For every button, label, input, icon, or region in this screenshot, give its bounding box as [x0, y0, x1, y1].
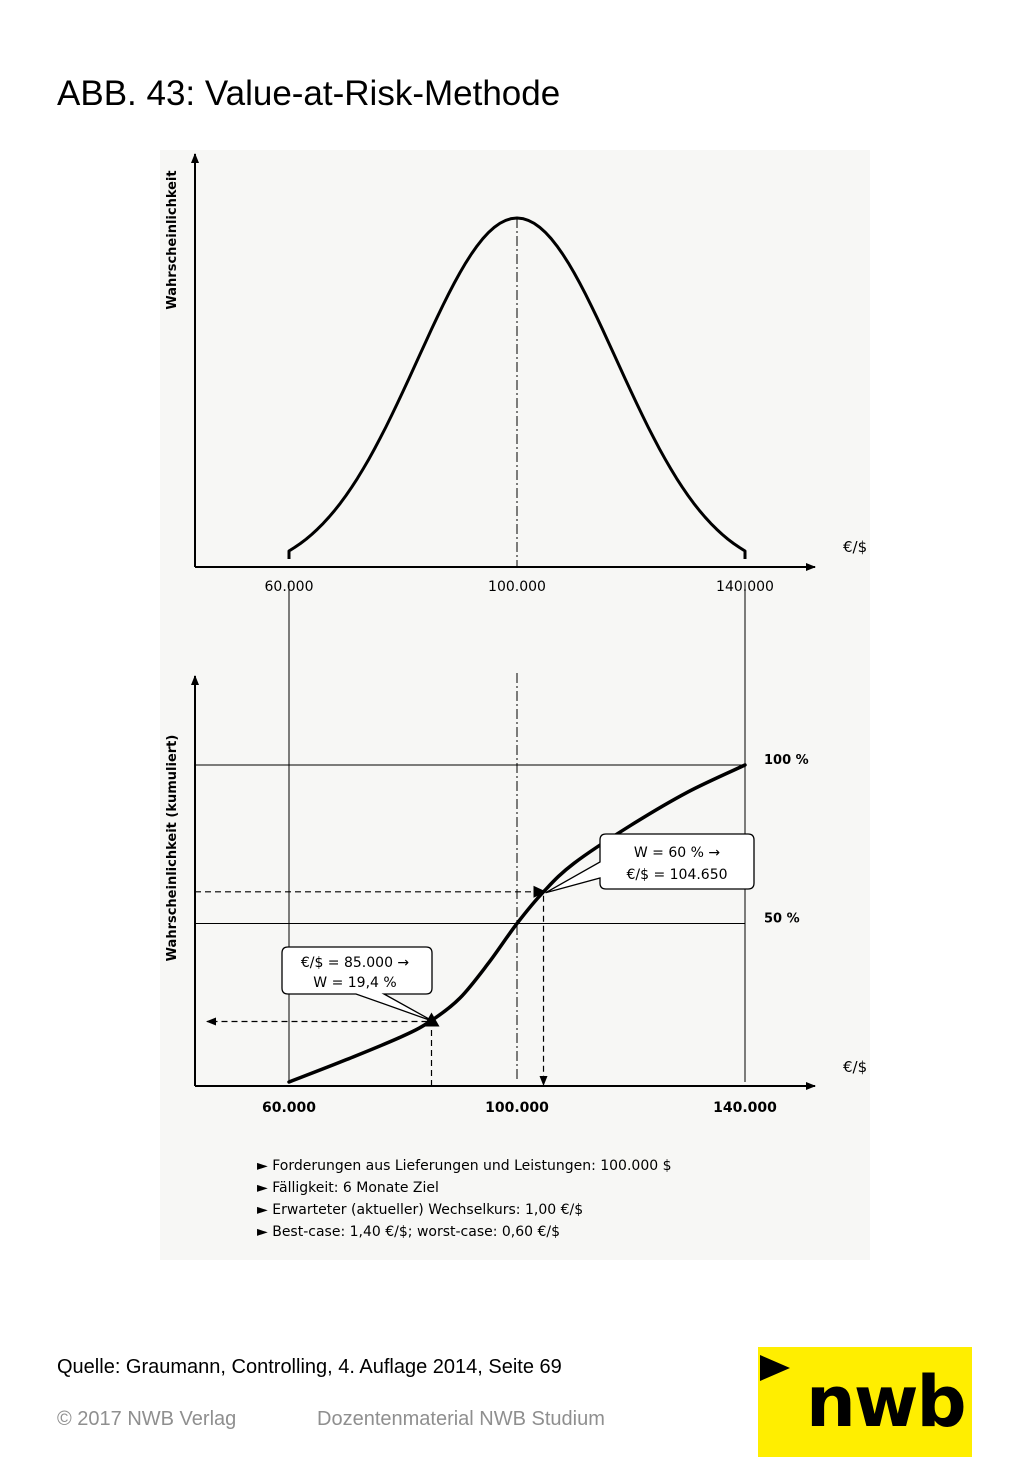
reference-line-label: 50 %	[764, 912, 800, 927]
cumulative-x-axis-label: €/$	[843, 1058, 867, 1076]
cumulative-tick-label: 100.000	[485, 1100, 549, 1116]
annotation-2-marker	[533, 885, 547, 898]
cumulative-y-axis-label: Wahrscheinlichkeit (kumuliert)	[165, 735, 180, 962]
reference-line-label: 100 %	[764, 753, 809, 768]
figure-panel: Wahrscheinlichkeit €/$ 60.000 100.000 140.00…	[160, 150, 870, 1260]
nwb-logo: nwb	[758, 1347, 972, 1457]
cumulative-curve	[287, 763, 747, 1084]
note-item: ► Best-case: 1,40 €/$; worst-case: 0,60 …	[257, 1224, 560, 1240]
note-item: ► Forderungen aus Lieferungen und Leistu…	[257, 1158, 672, 1174]
value-at-risk-chart: Wahrscheinlichkeit €/$ 60.000 100.000 140.00…	[165, 153, 867, 1240]
footer-copyright: © 2017 NWB Verlag	[57, 1408, 237, 1430]
logo-arrow-icon	[760, 1355, 790, 1381]
density-tick-label: 60.000	[265, 579, 314, 595]
annotation-1-line-2: W = 19,4 %	[313, 975, 396, 991]
note-item: ► Erwarteter (aktueller) Wechselkurs: 1,…	[257, 1202, 583, 1218]
source-citation: Quelle: Graumann, Controlling, 4. Auflag…	[57, 1356, 562, 1378]
annotation-1-marker	[423, 1012, 440, 1027]
annotation-1-line-1: €/$ = 85.000 →	[301, 955, 410, 971]
annotation-2-callout-box	[545, 833, 755, 894]
cumulative-tick-label: 60.000	[262, 1100, 316, 1116]
annotation-2-line-1: W = 60 % →	[634, 845, 720, 861]
slide-title: ABB. 43: Value-at-Risk-Methode	[57, 74, 561, 113]
cumulative-tick-label: 140.000	[713, 1100, 777, 1116]
density-x-axis-label: €/$	[843, 538, 867, 556]
density-curve	[287, 216, 747, 559]
annotation-1-callout-box	[281, 946, 434, 1023]
density-tick-label: 100.000	[488, 579, 546, 595]
density-y-axis-label: Wahrscheinlichkeit	[165, 170, 180, 309]
annotation-2-line-2: €/$ = 104.650	[626, 867, 727, 883]
logo-text: nwb	[806, 1361, 967, 1443]
density-tick-label: 140.000	[716, 579, 774, 595]
footer-course-material: Dozentenmaterial NWB Studium	[317, 1408, 605, 1430]
note-item: ► Fälligkeit: 6 Monate Ziel	[257, 1180, 439, 1196]
